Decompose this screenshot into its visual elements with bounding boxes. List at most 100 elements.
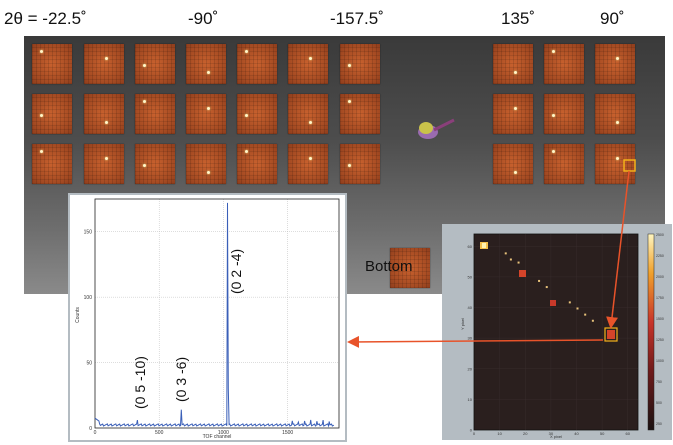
detector-image-xtick-label: 40 — [574, 431, 579, 436]
detector-tile — [340, 44, 380, 84]
tof-xlabel: TOF channel — [203, 434, 232, 440]
tof-spectrum-panel: 0 500 1000 1500 0 50 100 150 TOF channel Count… — [68, 193, 347, 442]
detector-tile — [84, 94, 124, 134]
detector-tile — [288, 94, 328, 134]
colorbar-tick-label: 1750 — [656, 296, 664, 300]
tof-ytick-label: 150 — [84, 230, 93, 236]
detector-tile — [186, 44, 226, 84]
faint-spot — [538, 279, 541, 282]
tof-ylabel: Counts — [75, 307, 81, 323]
reflection-spot — [348, 164, 351, 167]
reflection-spot-1-core — [482, 243, 486, 248]
faint-spot — [517, 261, 520, 264]
detector-tile — [288, 144, 328, 184]
detector-image-xtick-label: 50 — [600, 431, 605, 436]
detector-tile — [32, 144, 72, 184]
detector-image-ytick-label: 20 — [468, 366, 473, 371]
reflection-spot — [40, 150, 43, 153]
reflection-spot — [514, 171, 517, 174]
reflection-spot — [616, 57, 619, 60]
detector-tile — [84, 144, 124, 184]
reflection-spot — [40, 114, 43, 117]
colorbar-tick-label: 1500 — [656, 317, 664, 321]
detector-image-ytick-label: 60 — [468, 244, 473, 249]
detector-tile — [237, 94, 277, 134]
detector-tile — [340, 144, 380, 184]
colorbar-tick-label: 750 — [656, 380, 662, 384]
faint-spot — [568, 301, 571, 304]
reflection-spot — [552, 150, 555, 153]
detector-tile — [32, 44, 72, 84]
reflection-spot — [143, 64, 146, 67]
peak-label-0-3-6: (0 3 -6) — [173, 357, 189, 402]
reflection-spot — [309, 57, 312, 60]
reflection-spot — [616, 157, 619, 160]
detector-image-ytick-label: 30 — [468, 336, 473, 341]
reflection-spot — [40, 50, 43, 53]
reflection-spot — [105, 121, 108, 124]
bottom-detector-tile — [390, 248, 430, 288]
detector-image-xtick-label: 0 — [473, 431, 476, 436]
detector-tile — [493, 94, 533, 134]
reflection-spot — [207, 107, 210, 110]
colorbar-tick-label: 2250 — [656, 254, 664, 258]
angle-label-neg157: -157.5˚ — [330, 9, 384, 28]
detector-tile — [544, 44, 584, 84]
reflection-spot — [309, 121, 312, 124]
detector-image-ylabel: Y pixel — [460, 318, 465, 330]
detector-tile — [595, 144, 635, 184]
reflection-spot-2 — [519, 270, 526, 277]
detector-tile — [544, 94, 584, 134]
reflection-spot — [552, 50, 555, 53]
detector-tile — [493, 44, 533, 84]
detector-tile — [135, 144, 175, 184]
detector-tile — [135, 94, 175, 134]
tof-xtick-label: 0 — [94, 430, 97, 436]
peak-label-0-2-4: (0 2 -4) — [228, 249, 244, 294]
detector-tile — [237, 44, 277, 84]
colorbar-tick-label: 250 — [656, 422, 662, 426]
detector-tile — [493, 144, 533, 184]
reflection-spot — [348, 64, 351, 67]
tof-spectrum-plot: 0 500 1000 1500 0 50 100 150 TOF channel Count… — [70, 195, 345, 440]
reflection-spot — [143, 100, 146, 103]
detector-tile — [595, 44, 635, 84]
reflection-spot-3 — [550, 300, 556, 306]
detector-tile — [544, 144, 584, 184]
reflection-spot — [552, 114, 555, 117]
detector-image-ytick-label: 40 — [468, 305, 473, 310]
tof-ytick-label: 100 — [84, 295, 93, 301]
detector-tile — [595, 94, 635, 134]
tof-spectrum-line — [94, 202, 335, 428]
faint-spot — [576, 307, 579, 310]
peak-label-0-5-10: (0 5 -10) — [132, 356, 148, 409]
detector-tile — [237, 144, 277, 184]
reflection-spot — [143, 164, 146, 167]
reflection-spot — [616, 121, 619, 124]
detector-image-ytick-label: 0 — [470, 428, 473, 433]
reflection-spot — [245, 114, 248, 117]
detector-tile — [84, 44, 124, 84]
detector-image-xtick-label: 10 — [497, 431, 502, 436]
faint-spot — [584, 313, 587, 316]
colorbar — [647, 233, 655, 431]
reflection-spot — [309, 157, 312, 160]
reflection-spot — [245, 50, 248, 53]
detector-image-xtick-label: 60 — [626, 431, 631, 436]
colorbar-tick-label: 1000 — [656, 359, 664, 363]
reflection-spot — [207, 171, 210, 174]
colorbar-tick-label: 2000 — [656, 275, 664, 279]
tof-ytick-label: 0 — [89, 426, 92, 432]
angle-label-neg90: -90˚ — [188, 9, 219, 28]
detector-tile — [186, 94, 226, 134]
detector-tile — [32, 94, 72, 134]
faint-spot — [509, 258, 512, 261]
angle-label-135: 135˚ — [501, 9, 536, 28]
tof-plot-frame — [94, 198, 340, 429]
reflection-spot — [514, 107, 517, 110]
colorbar-tick-label: 500 — [656, 401, 662, 405]
angle-label-90: 90˚ — [600, 9, 625, 28]
reflection-spot — [105, 157, 108, 160]
reflection-spot — [245, 150, 248, 153]
